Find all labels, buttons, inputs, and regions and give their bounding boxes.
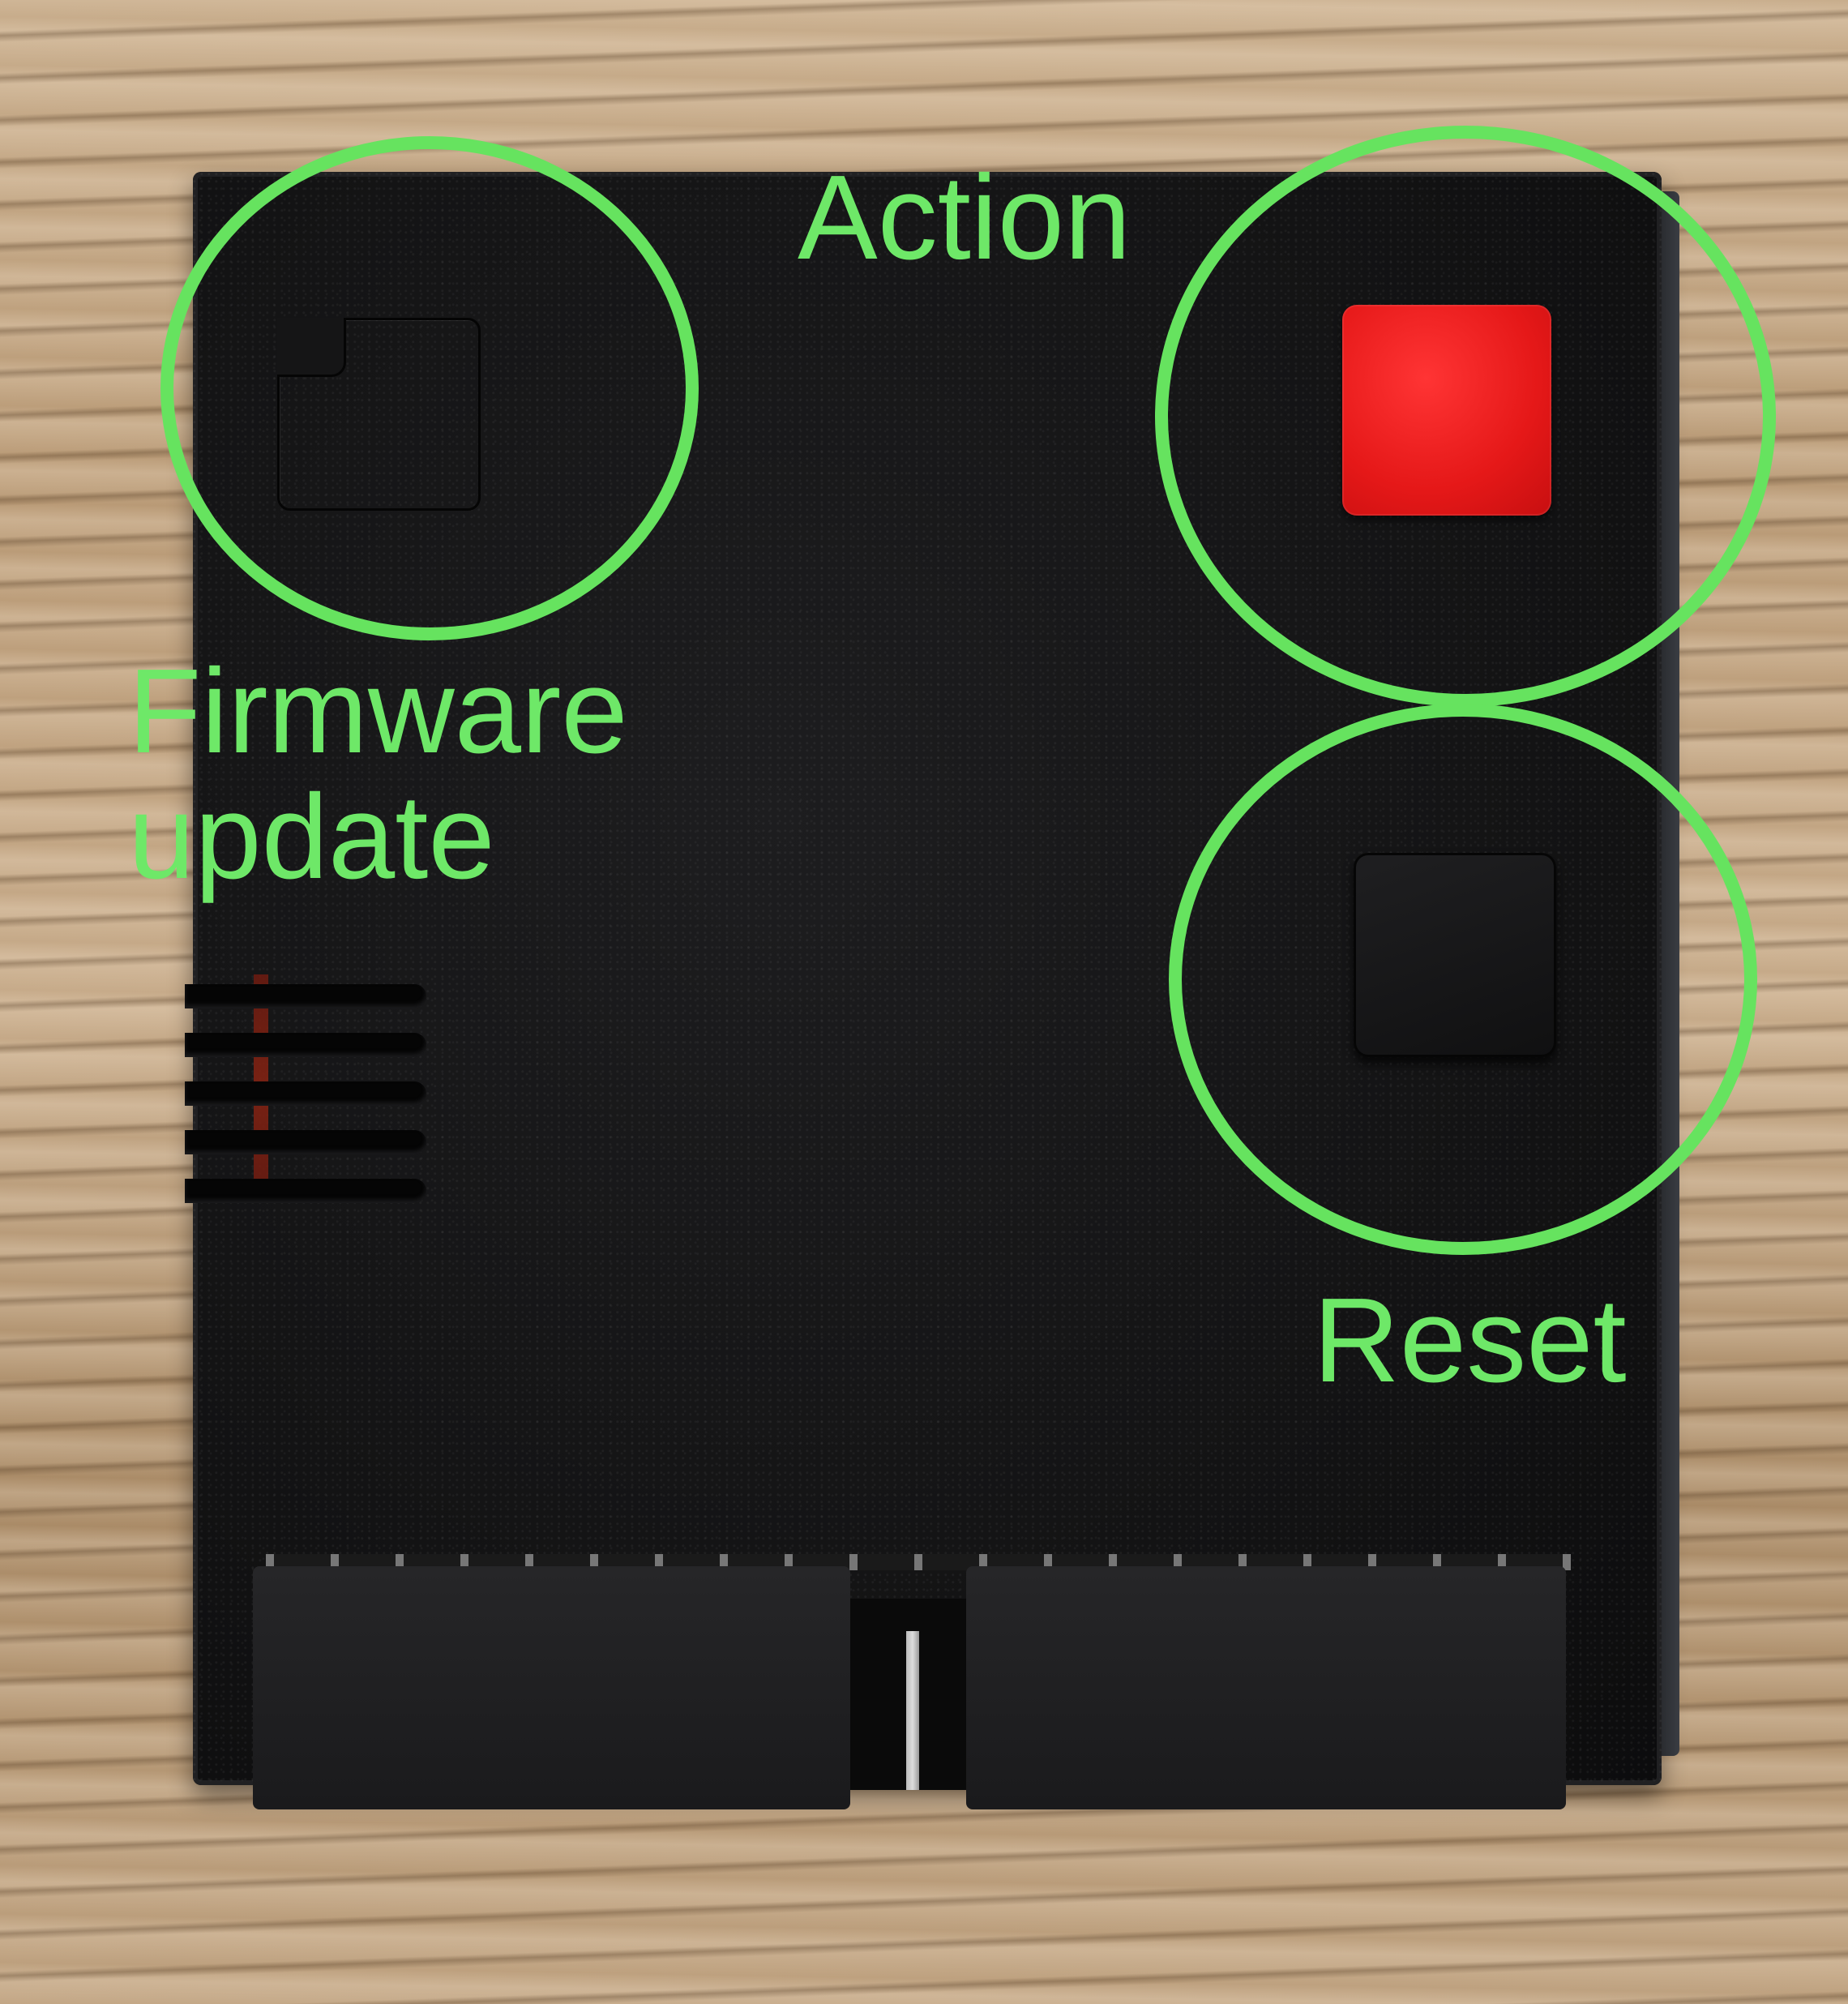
action-highlight-circle (1155, 126, 1776, 707)
vent-slot (185, 1033, 426, 1057)
vent-slot (185, 1081, 426, 1106)
action-label: Action (798, 151, 1131, 285)
firmware-highlight-circle (160, 136, 699, 640)
edge-connector-left (253, 1566, 850, 1809)
firmware-label-line1: Firmware (128, 644, 628, 778)
edge-connector-right (966, 1566, 1566, 1809)
vent-slot (185, 1130, 426, 1154)
connector-key-pin (906, 1631, 919, 1790)
firmware-label-line2: update (128, 770, 495, 905)
firmware-update-label: Firmware update (128, 649, 628, 901)
vent-slot (185, 1179, 426, 1203)
vent-slot (185, 984, 426, 1008)
reset-highlight-circle (1169, 704, 1757, 1255)
reset-label: Reset (1313, 1274, 1627, 1407)
